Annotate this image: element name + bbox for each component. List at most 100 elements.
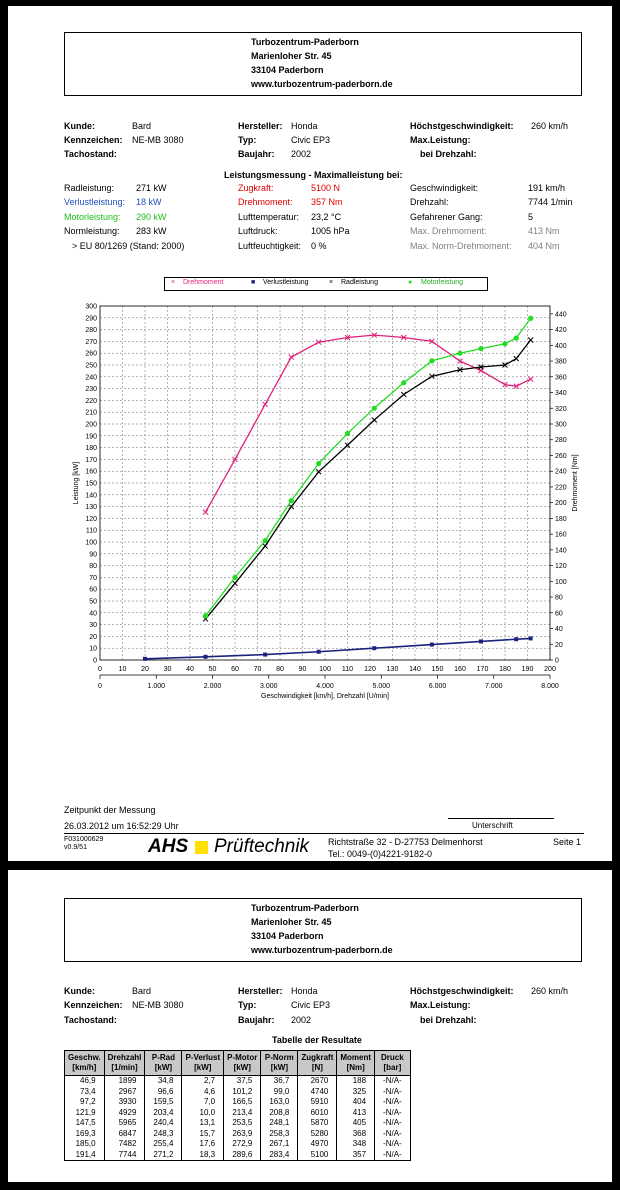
data-point-wheel (527, 337, 534, 343)
table-cell: 258,3 (260, 1128, 299, 1139)
legend-engine-marker: ● (408, 279, 413, 286)
hersteller-label: Hersteller: (238, 121, 283, 131)
data-point-engine (429, 358, 435, 364)
table-cell: 5965 (103, 1118, 146, 1129)
brand-pruef: Prüftechnik (214, 836, 310, 857)
data-point-engine (316, 460, 322, 467)
table-cell: 10,0 (181, 1107, 225, 1118)
x-speed-tick-label: 70 (254, 666, 262, 673)
y-tick-label: 80 (89, 563, 97, 570)
x-speed-tick-label: 190 (522, 666, 534, 673)
data-point-loss (429, 642, 434, 647)
table-cell: 34,8 (144, 1075, 183, 1087)
table-cell: 185,0 (64, 1139, 105, 1150)
drehzahl-label-2: bei Drehzahl: (420, 1015, 477, 1025)
baujahr-value-2: 2002 (291, 1015, 312, 1025)
x-speed-tick-label: 0 (98, 666, 102, 673)
x-speed-tick-label: 10 (119, 666, 127, 673)
hersteller-label-2: Hersteller: (238, 986, 283, 996)
y2-tick-label: 280 (555, 437, 567, 444)
y2-tick-label: 60 (555, 610, 563, 617)
luftfeucht-value: 0 % (311, 241, 327, 251)
company-name-2: Turbozentrum-Paderborn (251, 903, 359, 913)
table-cell: 248,3 (144, 1128, 183, 1139)
gang-value: 5 (528, 212, 534, 222)
footer-rule (64, 833, 584, 834)
y-tick-label: 300 (85, 304, 97, 311)
table-cell: 169,3 (64, 1128, 105, 1139)
vmax-label-2: Höchstgeschwindigkeit: (410, 986, 514, 996)
zugkraft-value: 5100 N (311, 183, 341, 193)
y2-tick-label: 400 (555, 343, 567, 350)
table-cell: 121,9 (64, 1107, 105, 1118)
y-tick-label: 20 (89, 634, 97, 641)
table-cell: 2670 (297, 1075, 338, 1087)
table-cell: 5870 (297, 1118, 338, 1129)
y-tick-label: 160 (85, 469, 97, 476)
table-row: 185,0 7482 255,4 17,6 272,9 267,1 4970 348 -N/A- (64, 1139, 411, 1150)
data-point-loss (316, 649, 321, 654)
zugkraft-label: Zugkraft: (238, 183, 274, 193)
x-speed-tick-label: 50 (209, 666, 217, 673)
x-speed-tick-label: 120 (364, 666, 376, 673)
brand-ahs: AHS (148, 836, 189, 857)
data-point-engine (502, 341, 508, 347)
y-tick-label: 40 (89, 610, 97, 617)
table-cell: 96,6 (144, 1086, 183, 1097)
x-speed-tick-label: 130 (387, 666, 399, 673)
x-speed-tick-label: 170 (477, 666, 489, 673)
x-rpm-tick-label: 3.000 (260, 683, 278, 690)
results-header-title: Zugkraft (301, 1053, 334, 1062)
kennzeichen-label-2: Kennzeichen: (64, 1000, 123, 1010)
y2-tick-label: 0 (555, 658, 559, 665)
maxnorm-label: Max. Norm-Drehmoment: (410, 241, 512, 251)
y-tick-label: 90 (89, 551, 97, 558)
report-page-2: Turbozentrum-Paderborn Marienloher Str. … (8, 870, 612, 1182)
table-row: 121,9 4929 203,4 10,0 213,4 208,8 6010 413 -N/A- (64, 1107, 411, 1118)
table-cell: 7744 (103, 1149, 146, 1161)
verlust-label: Verlustleistung: (64, 197, 126, 207)
y-tick-label: 260 (85, 351, 97, 358)
table-cell: -N/A- (374, 1075, 411, 1087)
norm-reference: > EU 80/1269 (Stand: 2000) (72, 241, 185, 251)
zeitpunkt-label: Zeitpunkt der Messung (64, 805, 156, 815)
norm-value: 283 kW (136, 226, 167, 236)
table-cell: -N/A- (374, 1107, 411, 1118)
x-speed-tick-label: 60 (231, 666, 239, 673)
table-cell: 166,5 (223, 1097, 262, 1108)
data-point-engine (344, 430, 351, 437)
baujahr-label: Baujahr: (238, 149, 275, 159)
table-cell: -N/A- (374, 1139, 411, 1150)
x-speed-tick-label: 30 (164, 666, 172, 673)
data-point-loss (478, 639, 483, 644)
radleistung-value: 271 kW (136, 183, 167, 193)
data-point-engine (202, 613, 209, 619)
y2-axis-label: Drehmoment [Nm] (572, 454, 579, 511)
address-box-2: Turbozentrum-Paderborn Marienloher Str. … (64, 898, 582, 962)
drehzahl-max-value: 7744 1/min (528, 197, 573, 207)
y2-tick-label: 340 (555, 390, 567, 397)
x-rpm-tick-label: 5.000 (372, 683, 390, 690)
maxdm-value: 413 Nm (528, 226, 560, 236)
y2-tick-label: 200 (555, 500, 567, 507)
data-point-loss (528, 636, 533, 641)
y2-tick-label: 40 (555, 626, 563, 633)
table-cell: 253,5 (223, 1118, 262, 1129)
data-point-engine (232, 574, 238, 580)
table-cell: 3930 (103, 1097, 146, 1108)
results-header-title: Geschw. (68, 1053, 101, 1062)
y-tick-label: 30 (89, 622, 97, 629)
results-header-title: P-Norm (264, 1053, 294, 1062)
data-point-loss (372, 646, 377, 651)
table-cell: -N/A- (374, 1097, 411, 1108)
x-rpm-tick-label: 7.000 (485, 683, 503, 690)
table-cell: 5910 (297, 1097, 338, 1108)
hersteller-value: Honda (291, 121, 318, 131)
table-cell: -N/A- (374, 1149, 411, 1161)
table-cell: 191,4 (64, 1149, 105, 1161)
zeitpunkt-value: 26.03.2012 um 16:52:29 Uhr (64, 821, 179, 831)
data-point-torque (457, 358, 463, 364)
legend-torque-marker: × (171, 279, 176, 286)
results-header-title: P-Motor (227, 1053, 258, 1062)
data-point-wheel (262, 543, 269, 549)
